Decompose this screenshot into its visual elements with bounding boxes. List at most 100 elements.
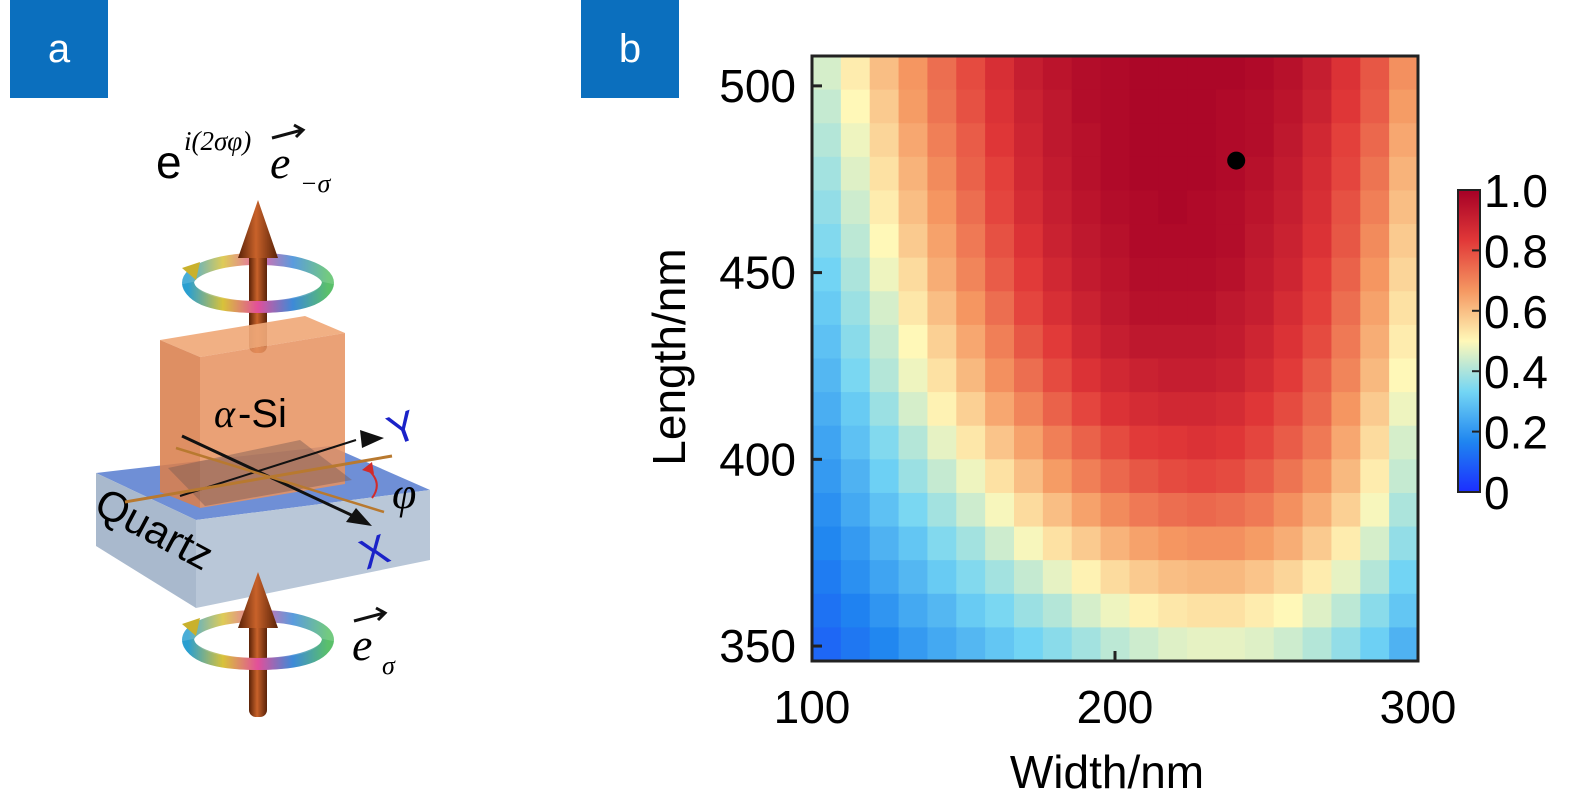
- heatmap-cell: [1014, 123, 1044, 158]
- heatmap-cell: [898, 324, 929, 360]
- heatmap-cell: [1360, 257, 1390, 292]
- substrate-reference-line: [124, 454, 393, 504]
- heatmap-cell: [1187, 224, 1217, 259]
- heatmap-cell: [1158, 627, 1188, 662]
- heatmap-cell: [1302, 627, 1333, 662]
- heatmap-cell: [1360, 459, 1390, 494]
- heatmap-cell: [1100, 492, 1131, 528]
- heatmap-cell: [1302, 257, 1333, 292]
- colorbar-ticks: 0 0.2 0.4 0.6 0.8 1.0: [1472, 165, 1548, 519]
- heatmap-cell: [1014, 224, 1044, 259]
- heatmap-cell: [1158, 190, 1188, 225]
- heatmap-cell: [1014, 593, 1044, 628]
- heatmap-cell: [1187, 392, 1217, 427]
- heatmap-cell: [1273, 190, 1304, 225]
- heatmap-cell: [1014, 291, 1044, 326]
- heatmap-cell: [1129, 459, 1159, 494]
- heatmap-cell: [1331, 224, 1361, 259]
- heatmap-cell: [1129, 560, 1159, 595]
- heatmap-cell: [1100, 358, 1131, 393]
- heatmap-cell: [956, 492, 986, 528]
- heatmap-cell: [1302, 123, 1333, 158]
- heatmap-cell: [1158, 324, 1188, 360]
- heatmap-cell: [1244, 392, 1275, 427]
- heatmap-cell: [1360, 560, 1390, 595]
- heatmap-cell: [1042, 459, 1073, 494]
- bottom-ring-arrow-icon: [182, 618, 200, 636]
- heatmap-cell: [1273, 459, 1304, 494]
- heatmap-cell: [956, 224, 986, 259]
- y-tick-label: 400: [719, 433, 796, 485]
- heatmap-cell: [898, 459, 929, 494]
- heatmap-cell: [840, 627, 871, 662]
- heatmap-cell: [869, 526, 900, 561]
- x-tick-label: 100: [774, 681, 851, 733]
- heatmap-cell: [1331, 56, 1361, 91]
- colorbar-gradient: [1457, 189, 1481, 493]
- heatmap-cell: [1302, 593, 1333, 628]
- heatmap-cell: [927, 492, 957, 528]
- heatmap-cell: [1216, 123, 1246, 158]
- heatmap-cell: [1071, 89, 1102, 124]
- heatmap-cell: [1014, 56, 1044, 91]
- heatmap-cell: [1216, 224, 1246, 259]
- x-tick-label: 200: [1077, 681, 1154, 733]
- heatmap-cell: [1100, 89, 1131, 124]
- heatmap-cell: [1244, 358, 1275, 393]
- heatmap-cell: [1042, 291, 1073, 326]
- heatmap-cell: [1129, 224, 1159, 259]
- heatmap-cell: [1014, 358, 1044, 393]
- heatmap-cell: [1042, 56, 1073, 91]
- heatmap-cell: [1187, 459, 1217, 494]
- heatmap-cell: [956, 156, 986, 192]
- heatmap-cell: [927, 358, 957, 393]
- heatmap-cell: [898, 156, 929, 192]
- heatmap-cell: [1042, 560, 1073, 595]
- heatmap-cell: [812, 526, 842, 561]
- heatmap-cell: [1331, 627, 1361, 662]
- heatmap-cell: [1158, 593, 1188, 628]
- colorbar-tick-label: 0.4: [1484, 346, 1548, 398]
- heatmap-cell: [1389, 190, 1419, 225]
- heatmap-cell: [1216, 459, 1246, 494]
- heatmap-cell: [927, 526, 957, 561]
- heatmap-cell: [898, 425, 929, 460]
- heatmap-cell: [1302, 560, 1333, 595]
- heatmap-cell: [1302, 425, 1333, 460]
- input-field-vector: e: [352, 619, 372, 670]
- heatmap-cell: [840, 492, 871, 528]
- heatmap-cell: [1042, 526, 1073, 561]
- heatmap-cell: [1331, 392, 1361, 427]
- heatmap-cell: [1216, 257, 1246, 292]
- heatmap-cell: [1389, 459, 1419, 494]
- heatmap-cell: [898, 89, 929, 124]
- heatmap-cell: [1389, 560, 1419, 595]
- heatmap-cell: [927, 257, 957, 292]
- heatmap-cell: [1302, 89, 1333, 124]
- heatmap-cell: [1042, 492, 1073, 528]
- heatmap-cell: [1100, 560, 1131, 595]
- heatmap-cell: [1187, 190, 1217, 225]
- heatmap-cell: [985, 190, 1015, 225]
- heatmap-cell: [1273, 593, 1304, 628]
- y-axis-label: Length/nm: [643, 248, 695, 465]
- pillar-front-face: [160, 340, 200, 508]
- heatmap-cell: [1360, 324, 1390, 360]
- output-field-base: e: [156, 136, 182, 188]
- heatmap-cell: [956, 291, 986, 326]
- heatmap-cell: [1129, 358, 1159, 393]
- heatmap-cell: [1042, 593, 1073, 628]
- heatmap-cell: [1014, 627, 1044, 662]
- heatmap-cell: [1273, 627, 1304, 662]
- pillar-side-face: [200, 333, 345, 508]
- heatmap-cell: [840, 459, 871, 494]
- heatmap-cell: [869, 89, 900, 124]
- heatmap-cell: [927, 190, 957, 225]
- output-vector-arrow-icon: [271, 123, 306, 140]
- heatmap-cell: [898, 257, 929, 292]
- heatmap-cell: [812, 627, 842, 662]
- heatmap-cell: [840, 156, 871, 192]
- heatmap-cell: [1187, 492, 1217, 528]
- heatmap-cell: [1360, 358, 1390, 393]
- colorbar-tick-label: 0.8: [1484, 225, 1548, 277]
